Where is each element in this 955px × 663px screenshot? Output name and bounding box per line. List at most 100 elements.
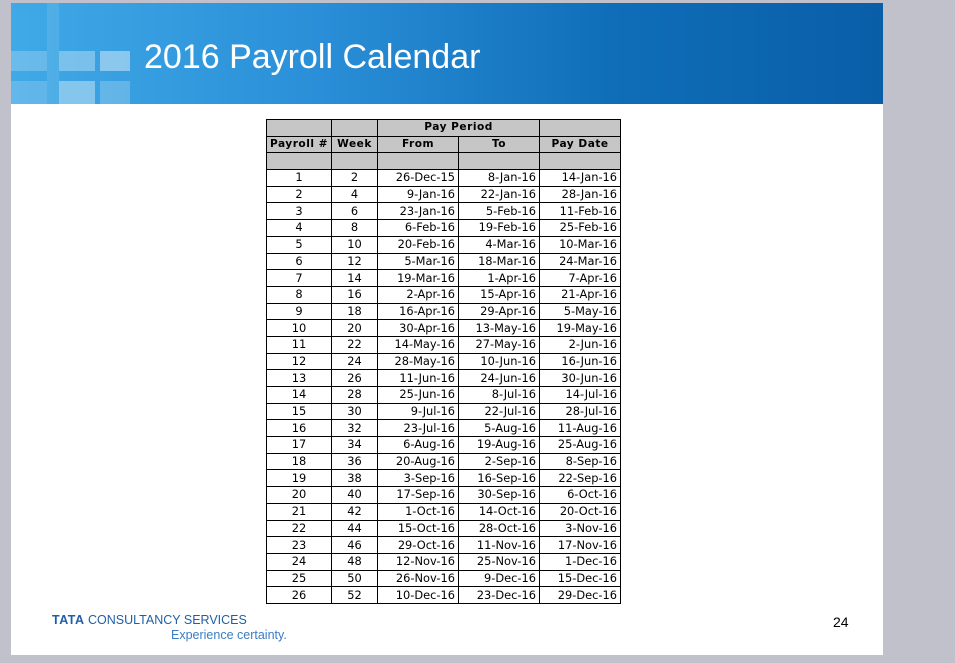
cell-payroll: 10	[265, 319, 333, 337]
cell-pay-date: 5-May-16	[539, 302, 622, 321]
banner-decoration	[59, 51, 95, 71]
cell-pay-date: 17-Nov-16	[539, 536, 622, 554]
cell-from: 2-Apr-16	[377, 285, 460, 304]
cell-week: 8	[331, 219, 379, 237]
cell-payroll: 16	[265, 419, 333, 438]
cell-from: 28-May-16	[377, 352, 460, 371]
cell-payroll: 6	[265, 252, 333, 271]
cell-from: 14-May-16	[377, 335, 460, 354]
cell-week: 10	[331, 235, 379, 254]
brand-bold: TATA	[52, 613, 85, 627]
cell-to: 19-Aug-16	[458, 436, 541, 454]
cell-payroll: 21	[265, 502, 333, 521]
spacer-cell	[331, 152, 379, 171]
table-row: 5 10 20-Feb-16 4-Mar-16 10-Mar-16	[265, 235, 622, 254]
cell-pay-date: 28-Jan-16	[539, 185, 622, 204]
cell-pay-date: 21-Apr-16	[539, 285, 622, 304]
cell-pay-date: 22-Sep-16	[539, 469, 622, 488]
slide-title: 2016 Payroll Calendar	[144, 38, 481, 76]
cell-payroll: 2	[265, 185, 333, 204]
cell-from: 1-Oct-16	[377, 502, 460, 521]
spacer-cell	[458, 152, 541, 171]
cell-to: 4-Mar-16	[458, 235, 541, 254]
cell-from: 6-Feb-16	[377, 219, 460, 237]
header-to: To	[458, 135, 541, 154]
cell-pay-date: 19-May-16	[539, 319, 622, 337]
cell-from: 30-Apr-16	[377, 319, 460, 337]
cell-payroll: 26	[265, 586, 333, 604]
cell-payroll: 18	[265, 452, 333, 471]
cell-payroll: 12	[265, 352, 333, 371]
cell-payroll: 1	[265, 169, 333, 187]
cell-payroll: 11	[265, 335, 333, 354]
table-row: 6 12 5-Mar-16 18-Mar-16 24-Mar-16	[265, 252, 622, 271]
cell-week: 18	[331, 302, 379, 321]
cell-week: 4	[331, 185, 379, 204]
cell-week: 20	[331, 319, 379, 337]
cell-week: 28	[331, 386, 379, 404]
cell-week: 26	[331, 369, 379, 387]
banner-decoration	[47, 3, 59, 104]
cell-payroll: 4	[265, 219, 333, 237]
cell-from: 26-Nov-16	[377, 569, 460, 588]
cell-week: 42	[331, 502, 379, 521]
table-row: 10 20 30-Apr-16 13-May-16 19-May-16	[265, 319, 622, 337]
title-banner: 2016 Payroll Calendar	[11, 3, 883, 104]
cell-week: 24	[331, 352, 379, 371]
cell-pay-date: 11-Feb-16	[539, 202, 622, 221]
cell-payroll: 14	[265, 386, 333, 404]
cell-pay-date: 10-Mar-16	[539, 235, 622, 254]
banner-decoration	[100, 81, 130, 104]
cell-payroll: 13	[265, 369, 333, 387]
table-row: 14 28 25-Jun-16 8-Jul-16 14-Jul-16	[265, 386, 622, 404]
cell-week: 50	[331, 569, 379, 588]
cell-to: 11-Nov-16	[458, 536, 541, 554]
table-row: 16 32 23-Jul-16 5-Aug-16 11-Aug-16	[265, 419, 622, 438]
cell-pay-date: 29-Dec-16	[539, 586, 622, 604]
cell-to: 9-Dec-16	[458, 569, 541, 588]
cell-pay-date: 11-Aug-16	[539, 419, 622, 438]
table-row: 25 50 26-Nov-16 9-Dec-16 15-Dec-16	[265, 569, 622, 588]
cell-week: 48	[331, 552, 379, 571]
cell-to: 13-May-16	[458, 319, 541, 337]
cell-pay-date: 1-Dec-16	[539, 552, 622, 571]
slide: 2016 Payroll Calendar Pay Period Payroll…	[11, 3, 883, 655]
banner-decoration	[11, 81, 47, 104]
spacer-cell	[265, 152, 333, 171]
table-row: 21 42 1-Oct-16 14-Oct-16 20-Oct-16	[265, 502, 622, 521]
cell-week: 6	[331, 202, 379, 221]
table-header-row: Pay Period	[265, 119, 622, 137]
cell-to: 22-Jan-16	[458, 185, 541, 204]
cell-week: 30	[331, 402, 379, 421]
cell-to: 15-Apr-16	[458, 285, 541, 304]
cell-week: 22	[331, 335, 379, 354]
cell-payroll: 7	[265, 269, 333, 287]
table-row: 1 2 26-Dec-15 8-Jan-16 14-Jan-16	[265, 169, 622, 187]
header-cell-empty	[331, 119, 379, 137]
cell-payroll: 15	[265, 402, 333, 421]
cell-from: 5-Mar-16	[377, 252, 460, 271]
cell-week: 34	[331, 436, 379, 454]
header-week: Week	[331, 135, 379, 154]
banner-decoration	[100, 51, 130, 71]
cell-payroll: 20	[265, 486, 333, 504]
window-background-bottom	[0, 655, 955, 663]
cell-week: 12	[331, 252, 379, 271]
cell-pay-date: 8-Sep-16	[539, 452, 622, 471]
table-row: 17 34 6-Aug-16 19-Aug-16 25-Aug-16	[265, 436, 622, 454]
cell-to: 25-Nov-16	[458, 552, 541, 571]
cell-to: 1-Apr-16	[458, 269, 541, 287]
cell-payroll: 8	[265, 285, 333, 304]
cell-from: 19-Mar-16	[377, 269, 460, 287]
cell-week: 46	[331, 536, 379, 554]
cell-pay-date: 14-Jan-16	[539, 169, 622, 187]
cell-week: 14	[331, 269, 379, 287]
cell-week: 52	[331, 586, 379, 604]
cell-pay-date: 25-Feb-16	[539, 219, 622, 237]
cell-payroll: 25	[265, 569, 333, 588]
cell-payroll: 19	[265, 469, 333, 488]
cell-from: 23-Jul-16	[377, 419, 460, 438]
table-row: 15 30 9-Jul-16 22-Jul-16 28-Jul-16	[265, 402, 622, 421]
table-row: 24 48 12-Nov-16 25-Nov-16 1-Dec-16	[265, 552, 622, 571]
cell-from: 3-Sep-16	[377, 469, 460, 488]
